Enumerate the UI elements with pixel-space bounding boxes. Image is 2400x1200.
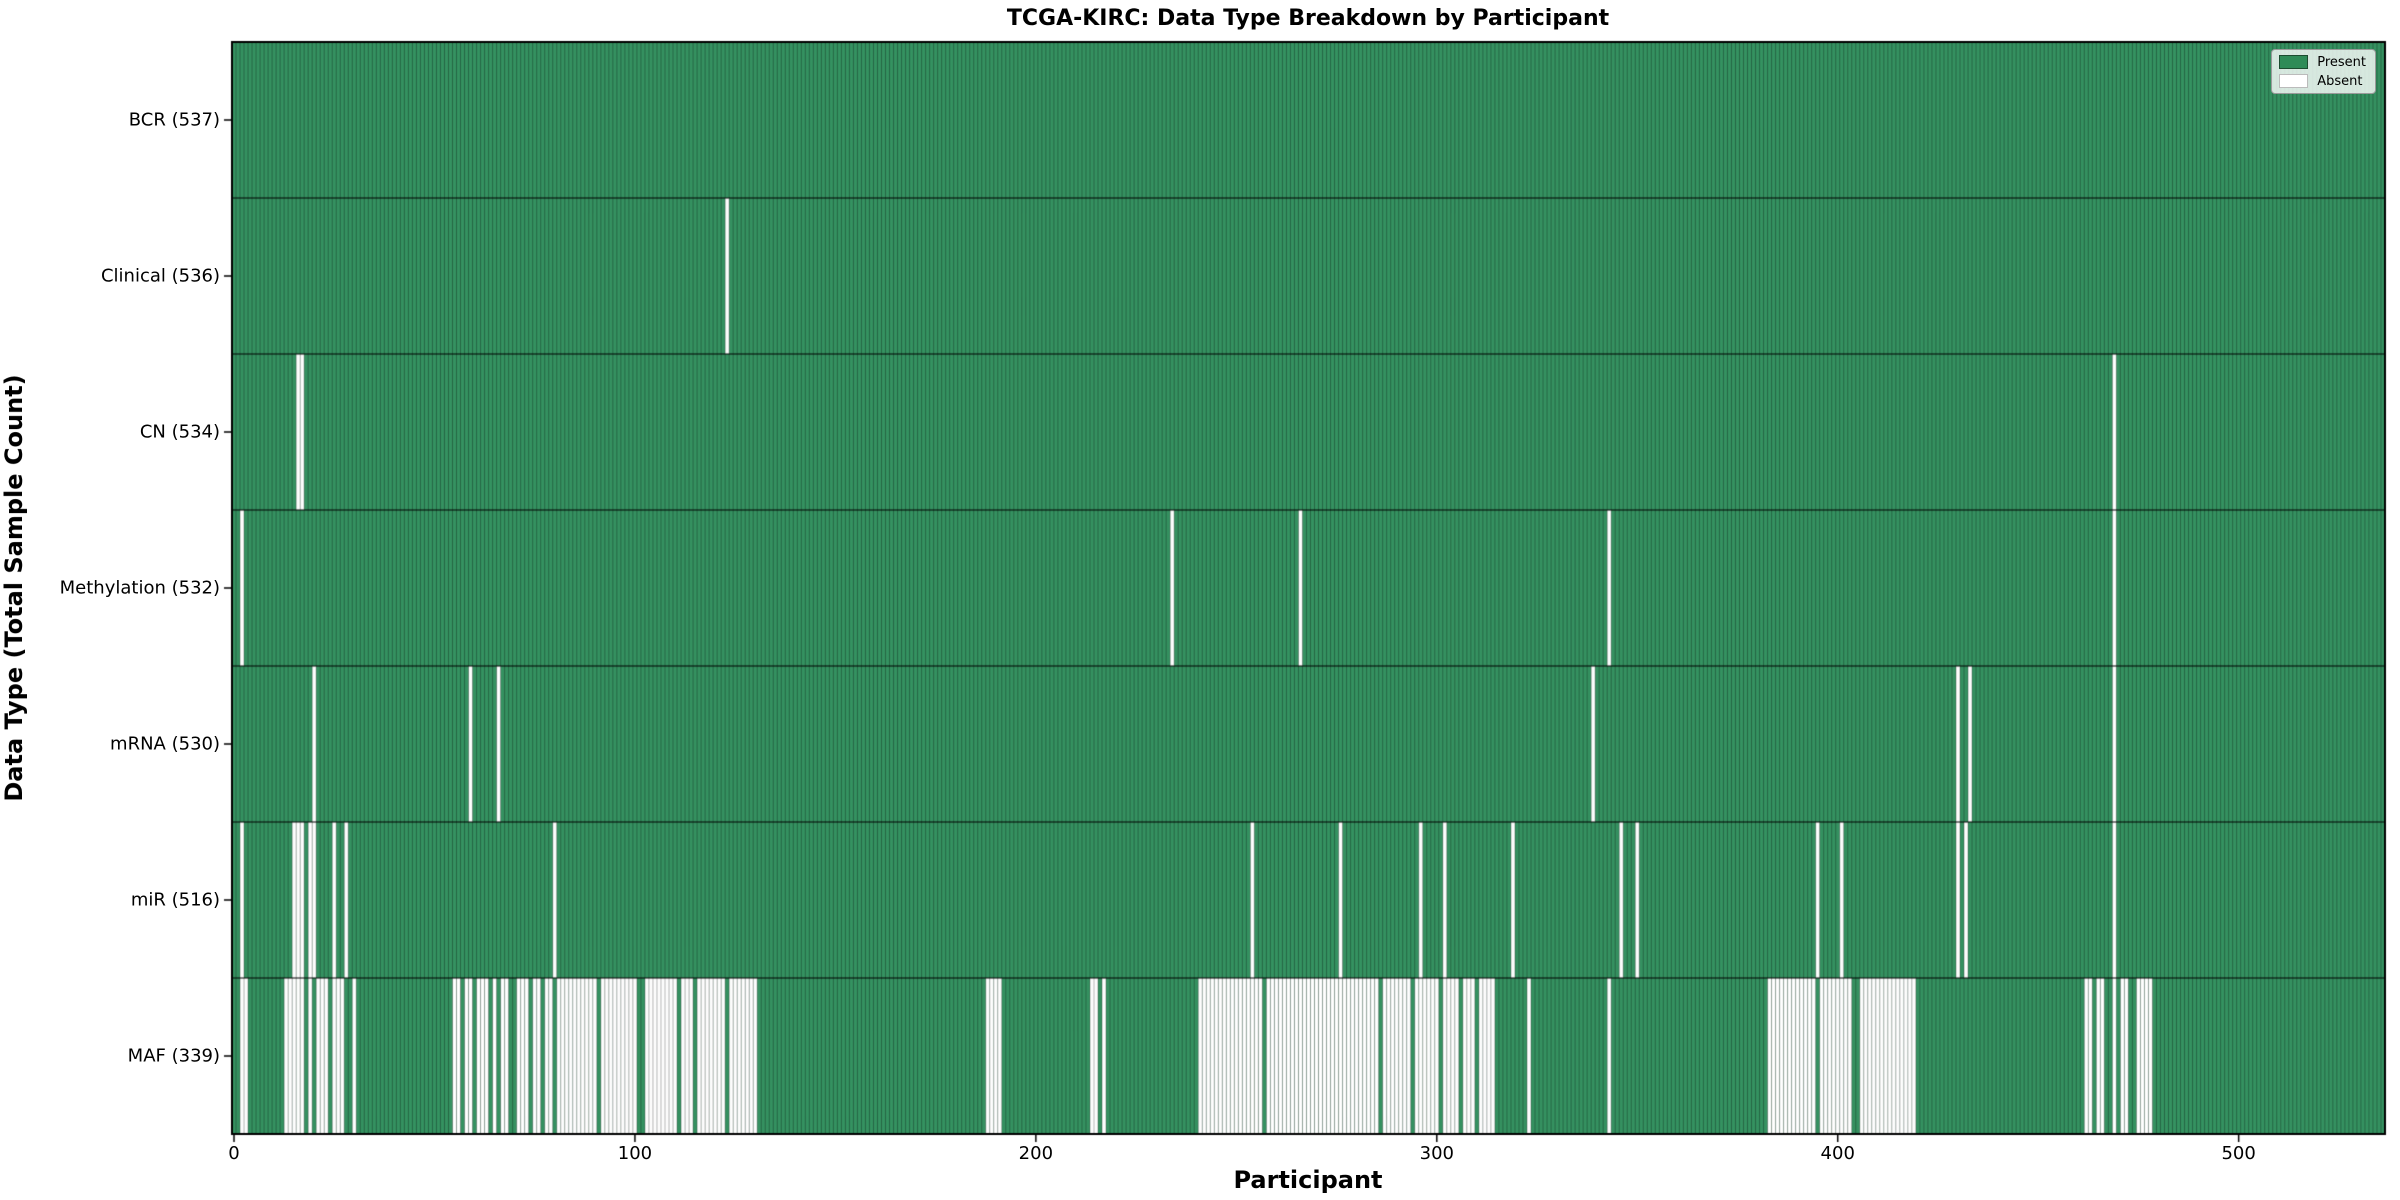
x-tick-label: 500 xyxy=(2221,1143,2256,1164)
legend-item-absent: Absent xyxy=(2279,74,2366,88)
legend-label-absent: Absent xyxy=(2317,73,2363,89)
x-tick-label: 400 xyxy=(1820,1143,1855,1164)
y-tick-label: Clinical (536) xyxy=(100,265,220,287)
y-tick-label: CN (534) xyxy=(139,421,220,443)
legend-swatch-absent xyxy=(2279,74,2309,88)
x-axis-label: Participant xyxy=(1233,1166,1383,1194)
legend-label-present: Present xyxy=(2317,54,2366,70)
y-tick-label: Methylation (532) xyxy=(59,577,220,599)
x-tick-label: 100 xyxy=(617,1143,653,1164)
x-tick-label: 200 xyxy=(1018,1143,1054,1164)
legend-swatch-present xyxy=(2279,55,2309,69)
legend: Present Absent xyxy=(2271,49,2376,94)
y-tick-label: BCR (537) xyxy=(128,109,220,131)
legend-item-present: Present xyxy=(2279,55,2366,69)
x-tick-label: 300 xyxy=(1419,1143,1454,1164)
y-tick-label: mRNA (530) xyxy=(110,733,220,755)
x-tick-label: 0 xyxy=(228,1143,240,1164)
y-tick-label: miR (516) xyxy=(130,889,220,911)
chart-title: TCGA-KIRC: Data Type Breakdown by Partic… xyxy=(1006,6,1610,31)
y-tick-label: MAF (339) xyxy=(127,1045,220,1067)
